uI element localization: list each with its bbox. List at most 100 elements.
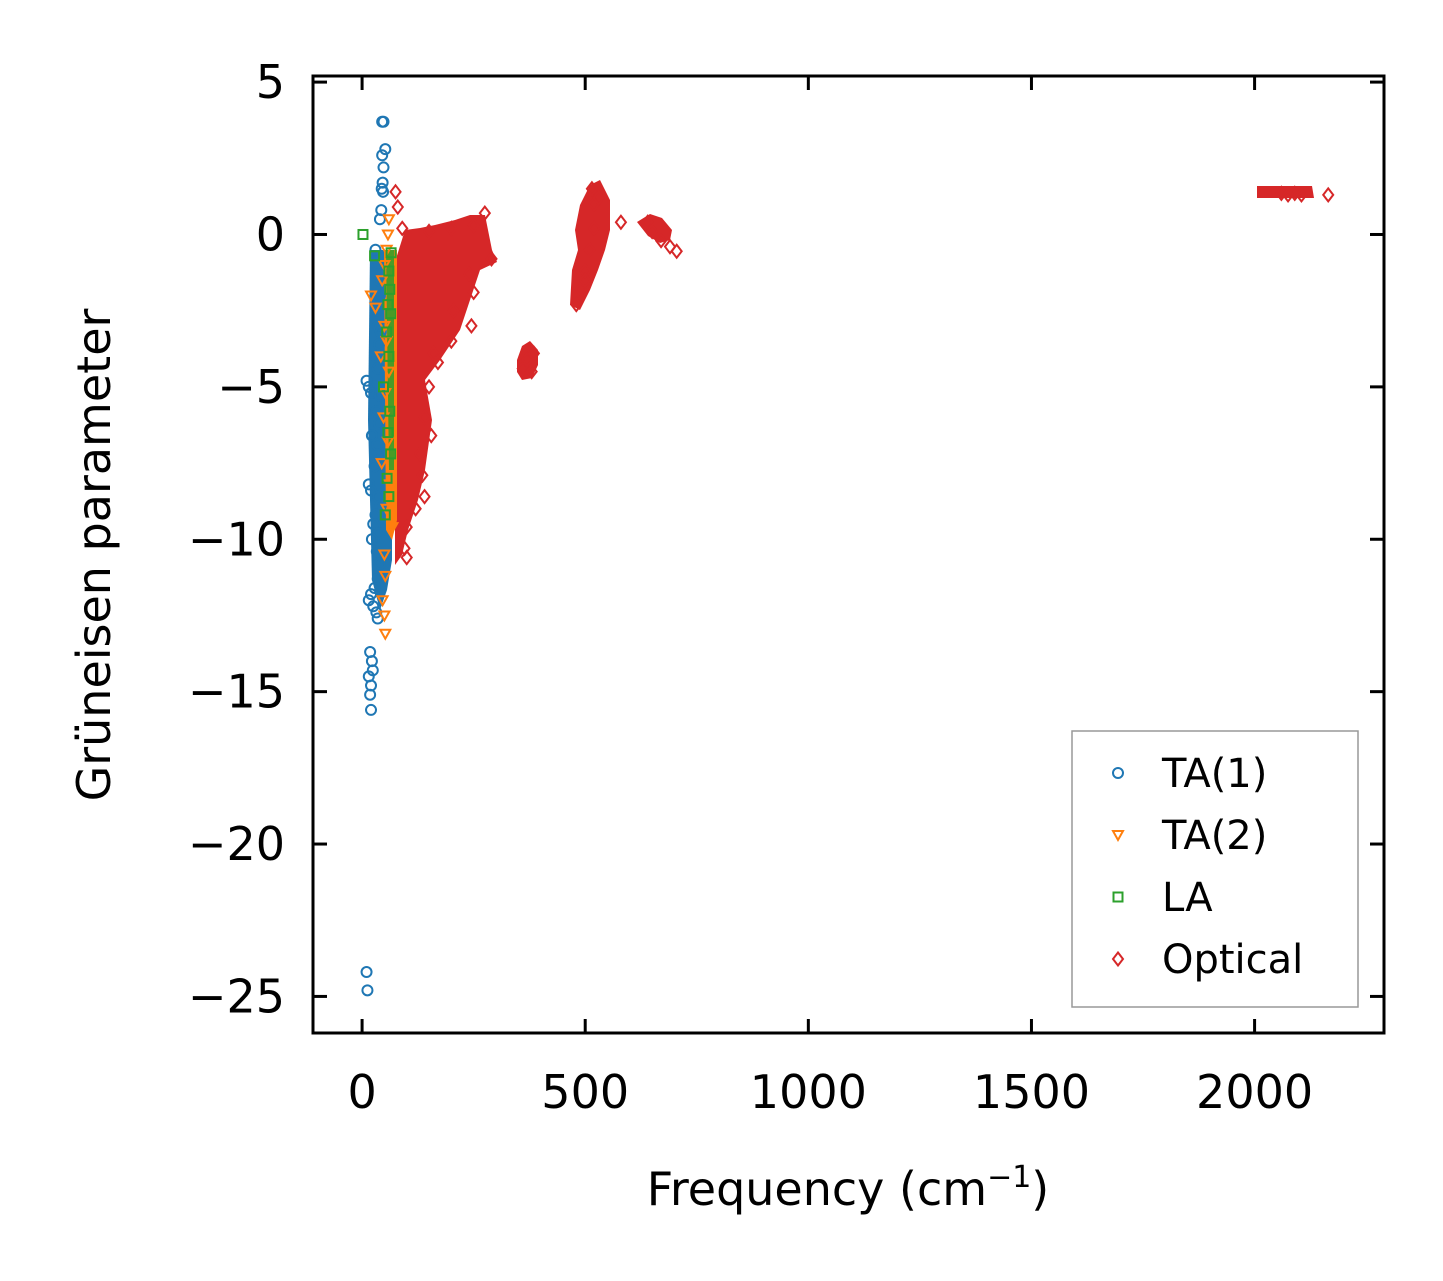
data-point-optical xyxy=(418,409,431,426)
data-point-la xyxy=(385,247,397,259)
data-point-optical xyxy=(462,265,476,283)
data-point-la xyxy=(381,326,393,338)
data-point-la xyxy=(385,448,397,460)
data-point-ta-2 xyxy=(381,229,395,242)
y-tick-label: −15 xyxy=(188,665,285,719)
data-point-ta-1 xyxy=(367,518,380,531)
data-point-optical xyxy=(578,262,592,280)
x-axis-title: Frequency (cm−1) xyxy=(647,1160,1050,1216)
data-point-optical xyxy=(1295,186,1308,204)
data-point-optical xyxy=(670,243,683,260)
data-point-optical xyxy=(431,354,445,371)
data-point-ta-1 xyxy=(373,527,386,540)
data-point-optical xyxy=(445,220,458,237)
data-point-ta-1 xyxy=(368,582,381,595)
data-point-ta-1 xyxy=(376,149,389,162)
x-tick-label: 500 xyxy=(541,1065,629,1119)
data-point-optical xyxy=(427,345,440,362)
data-point-la xyxy=(378,381,390,393)
data-point-ta-2 xyxy=(378,570,392,583)
data-point-ta-2 xyxy=(375,458,389,471)
data-point-optical xyxy=(654,232,668,249)
x-axis-ticks: 0 500 1000 1500 2000 xyxy=(347,76,1313,1119)
data-point-la xyxy=(382,427,394,439)
data-point-la xyxy=(383,265,395,277)
legend-marker xyxy=(1112,891,1124,903)
data-point-optical xyxy=(445,333,458,350)
data-point-la xyxy=(381,472,393,484)
data-point-ta-1 xyxy=(371,362,384,375)
data-point-la xyxy=(384,283,396,295)
data-point-ta-1 xyxy=(365,429,378,442)
legend-label: Optical xyxy=(1162,937,1303,983)
y-tick-label: −10 xyxy=(188,512,285,566)
data-point-ta-2 xyxy=(379,244,394,257)
data-point-ta-1 xyxy=(373,338,386,351)
data-point-ta-1 xyxy=(361,984,374,997)
data-point-ta-1 xyxy=(379,143,392,156)
data-point-optical xyxy=(467,217,480,234)
data-point-ta-1 xyxy=(373,289,386,302)
data-point-optical xyxy=(583,241,596,258)
data-point-optical xyxy=(422,378,436,396)
legend-marker xyxy=(1111,830,1125,843)
x-tick-label: 2000 xyxy=(1196,1065,1313,1119)
y-tick-label: −5 xyxy=(217,360,285,414)
y-axis-title: Grüneisen parameter xyxy=(67,308,121,801)
data-point-optical xyxy=(409,500,422,517)
data-point-ta-1 xyxy=(373,417,386,430)
data-point-ta-1 xyxy=(362,478,375,491)
data-point-optical xyxy=(467,284,480,301)
legend: TA(1) TA(2) LA Optical xyxy=(1071,730,1359,1008)
data-point-ta-1 xyxy=(377,115,390,128)
data-point-ta-2 xyxy=(377,259,392,273)
data-point-optical xyxy=(645,223,659,240)
data-point-ta-1 xyxy=(370,405,383,418)
data-point-ta-1 xyxy=(360,966,373,979)
optical-dense-380 xyxy=(517,341,538,380)
data-point-optical xyxy=(520,351,534,368)
data-point-la xyxy=(385,308,397,320)
data-point-optical xyxy=(395,220,409,237)
series-markers xyxy=(357,115,1335,997)
data-point-optical xyxy=(592,189,605,207)
data-point-ta-2 xyxy=(378,387,392,401)
data-point-optical xyxy=(400,518,413,536)
data-point-optical xyxy=(574,281,588,298)
data-point-ta-2 xyxy=(383,479,397,492)
data-point-optical xyxy=(1321,186,1335,204)
data-point-ta-2 xyxy=(382,214,396,227)
data-point-optical xyxy=(400,549,413,566)
data-point-ta-1 xyxy=(367,600,380,613)
data-point-optical xyxy=(585,180,599,197)
y-tick-label: 5 xyxy=(256,55,285,109)
data-point-ta-1 xyxy=(365,703,378,716)
data-point-optical xyxy=(424,427,438,444)
data-point-ta-2 xyxy=(375,595,390,608)
data-point-optical xyxy=(416,467,429,484)
data-point-ta-1 xyxy=(364,688,377,701)
data-point-la xyxy=(383,491,395,503)
y-axis-ticks: 5 0 −5 −10 −15 −20 −25 xyxy=(188,55,1384,1023)
data-point-optical xyxy=(570,296,583,313)
x-tick-label: 1500 xyxy=(973,1065,1090,1119)
y-tick-label: −25 xyxy=(188,969,285,1023)
data-point-la xyxy=(357,228,369,240)
data-point-ta-1 xyxy=(365,588,378,601)
data-point-optical xyxy=(465,317,478,335)
data-point-ta-2 xyxy=(368,302,383,315)
x-tick-label: 1000 xyxy=(750,1065,867,1119)
data-point-optical xyxy=(389,183,402,200)
data-point-ta-1 xyxy=(373,557,386,570)
data-point-ta-1 xyxy=(370,304,383,317)
data-point-ta-2 xyxy=(379,503,394,516)
data-point-ta-1 xyxy=(362,380,375,393)
legend-label: LA xyxy=(1162,875,1213,921)
data-point-ta-2 xyxy=(378,628,392,641)
data-point-la xyxy=(379,509,391,521)
data-point-optical xyxy=(641,214,654,231)
data-point-optical xyxy=(485,250,498,268)
data-point-optical xyxy=(663,238,677,255)
data-point-optical xyxy=(578,272,592,289)
